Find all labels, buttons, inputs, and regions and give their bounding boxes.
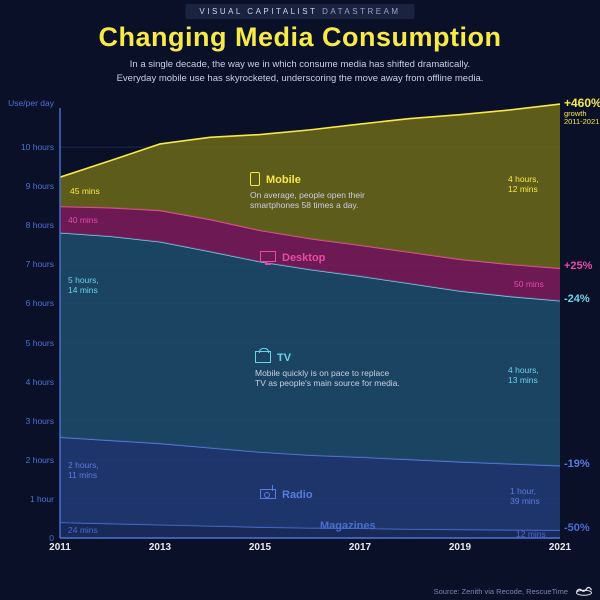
y-tick-label: 5 hours xyxy=(26,338,60,348)
y-tick-label: 10 hours xyxy=(21,142,60,152)
x-tick-label: 2017 xyxy=(349,538,371,553)
y-tick-label: 8 hours xyxy=(26,220,60,230)
stream-name: DATASTREAM xyxy=(322,7,400,16)
y-tick-label: 4 hours xyxy=(26,377,60,387)
subtitle-line-1: In a single decade, the way we in which … xyxy=(130,59,470,70)
brand-logo-icon xyxy=(574,582,594,596)
y-tick-label: 3 hours xyxy=(26,416,60,426)
growth-tv: -24% xyxy=(564,293,590,305)
chart-area: Use/per day 01 hour2 hours3 hours4 hours… xyxy=(60,108,560,538)
page-title: Changing Media Consumption xyxy=(0,22,600,53)
y-tick-label: 7 hours xyxy=(26,259,60,269)
y-tick-label: 9 hours xyxy=(26,181,60,191)
y-tick-label: 1 hour xyxy=(30,494,60,504)
y-tick-label: 2 hours xyxy=(26,455,60,465)
y-tick-label: 6 hours xyxy=(26,298,60,308)
subtitle: In a single decade, the way we in which … xyxy=(0,58,600,86)
source-footer: Source: Zenith via Recode, RescueTime xyxy=(434,587,568,596)
growth-radio: -19% xyxy=(564,458,590,470)
header-tag: VISUAL CAPITALIST DATASTREAM xyxy=(185,4,414,19)
subtitle-line-2: Everyday mobile use has skyrocketed, und… xyxy=(117,73,484,84)
growth-mobile: +460%growth2011-2021 xyxy=(564,96,600,127)
growth-desktop: +25% xyxy=(564,260,592,272)
x-tick-label: 2021 xyxy=(549,538,571,553)
stacked-area-chart xyxy=(60,108,560,538)
y-axis-title: Use/per day xyxy=(8,98,60,108)
brand-name: VISUAL CAPITALIST xyxy=(199,7,317,16)
page-root: VISUAL CAPITALIST DATASTREAM Changing Me… xyxy=(0,0,600,600)
growth-magazines: -50% xyxy=(564,522,590,534)
x-tick-label: 2015 xyxy=(249,538,271,553)
x-tick-label: 2011 xyxy=(49,538,71,553)
x-tick-label: 2019 xyxy=(449,538,471,553)
x-tick-label: 2013 xyxy=(149,538,171,553)
